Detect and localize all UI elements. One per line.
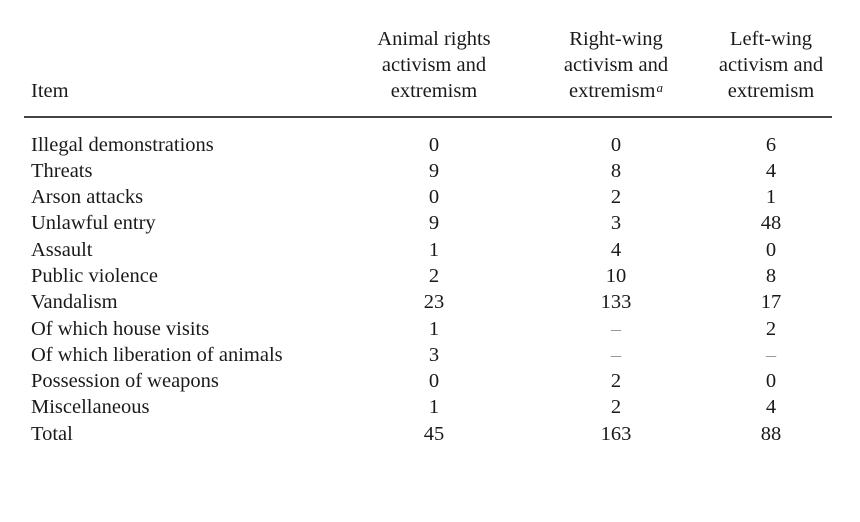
cell-left-wing: 88 bbox=[760, 422, 782, 445]
cell-animal-rights: 1 bbox=[428, 317, 440, 340]
row-item-label: Public violence bbox=[31, 264, 158, 287]
cell-animal-rights: 0 bbox=[428, 186, 440, 209]
cell-left-wing: 0 bbox=[765, 370, 777, 393]
header-line: extremism bbox=[727, 80, 815, 102]
row-item-label: Illegal demonstrations bbox=[31, 133, 214, 156]
cell-animal-rights: 1 bbox=[428, 396, 440, 419]
cell-animal-rights: 0 bbox=[428, 370, 440, 393]
cell-animal-rights: 2 bbox=[428, 264, 440, 287]
cell-right-wing: 3 bbox=[610, 212, 622, 235]
row-item-label: Of which liberation of animals bbox=[31, 343, 283, 366]
cell-animal-rights: 9 bbox=[428, 212, 440, 235]
table-row: Vandalism 23 133 17 bbox=[24, 289, 832, 315]
header-left-wing: Left-wing activism and extremism bbox=[698, 26, 844, 104]
cell-right-wing: 2 bbox=[610, 186, 622, 209]
table-row: Unlawful entry 9 3 48 bbox=[24, 210, 832, 236]
cell-left-wing: 0 bbox=[765, 238, 777, 261]
header-line: Animal rights bbox=[377, 28, 491, 50]
row-item-label: Miscellaneous bbox=[31, 396, 150, 419]
table-row: Possession of weapons 0 2 0 bbox=[24, 368, 832, 394]
header-item: Item bbox=[31, 78, 69, 104]
header-rule bbox=[24, 116, 832, 118]
cell-right-wing: 0 bbox=[610, 133, 622, 156]
cell-right-wing: 10 bbox=[605, 264, 627, 287]
row-item-label: Unlawful entry bbox=[31, 212, 156, 235]
cell-left-wing: – bbox=[765, 343, 777, 366]
cell-left-wing: 8 bbox=[765, 264, 777, 287]
row-item-label: Possession of weapons bbox=[31, 370, 219, 393]
header-right-wing: Right-wing activism and extremisma bbox=[532, 26, 700, 104]
table-row: Of which house visits 1 – 2 bbox=[24, 316, 832, 342]
cell-animal-rights: 3 bbox=[428, 343, 440, 366]
cell-left-wing: 4 bbox=[765, 396, 777, 419]
header-item-label: Item bbox=[31, 80, 69, 102]
table-row: Assault 1 4 0 bbox=[24, 237, 832, 263]
cell-animal-rights: 0 bbox=[428, 133, 440, 156]
cell-right-wing: – bbox=[610, 343, 622, 366]
header-line: activism and bbox=[381, 54, 487, 76]
table-row: Public violence 2 10 8 bbox=[24, 263, 832, 289]
cell-animal-rights: 9 bbox=[428, 159, 440, 182]
cell-left-wing: 6 bbox=[765, 133, 777, 156]
cell-right-wing: 8 bbox=[610, 159, 622, 182]
table-row: Threats 9 8 4 bbox=[24, 158, 832, 184]
row-item-label: Vandalism bbox=[31, 291, 118, 314]
table-row: Miscellaneous 1 2 4 bbox=[24, 394, 832, 420]
row-item-label: Arson attacks bbox=[31, 186, 144, 209]
header-animal-rights: Animal rights activism and extremism bbox=[354, 26, 514, 104]
cell-left-wing: 2 bbox=[765, 317, 777, 340]
table-row: Arson attacks 0 2 1 bbox=[24, 184, 832, 210]
cell-animal-rights: 1 bbox=[428, 238, 440, 261]
cell-left-wing: 1 bbox=[765, 186, 777, 209]
header-line-text: extremism bbox=[568, 80, 656, 102]
header-line: extremism bbox=[390, 80, 478, 102]
table-header: Item Animal rights activism and extremis… bbox=[24, 28, 832, 116]
cell-right-wing: – bbox=[610, 317, 622, 340]
cell-left-wing: 4 bbox=[765, 159, 777, 182]
table-body: Illegal demonstrations 0 0 6 Threats 9 8 4 Arson… bbox=[24, 132, 832, 448]
footnote-marker: a bbox=[656, 80, 664, 95]
row-item-label: Total bbox=[31, 422, 73, 445]
cell-right-wing: 2 bbox=[610, 396, 622, 419]
incidents-table: Item Animal rights activism and extremis… bbox=[24, 28, 832, 448]
row-item-label: Assault bbox=[31, 238, 93, 261]
cell-right-wing: 4 bbox=[610, 238, 622, 261]
header-line: Left-wing bbox=[730, 28, 812, 50]
cell-left-wing: 48 bbox=[760, 212, 782, 235]
cell-animal-rights: 23 bbox=[423, 291, 445, 314]
row-item-label: Threats bbox=[31, 159, 93, 182]
header-line: activism and bbox=[718, 54, 824, 76]
header-line: Right-wing bbox=[569, 28, 663, 50]
row-item-label: Of which house visits bbox=[31, 317, 210, 340]
cell-left-wing: 17 bbox=[760, 291, 782, 314]
header-line: activism and bbox=[563, 54, 669, 76]
cell-animal-rights: 45 bbox=[423, 422, 445, 445]
header-line: extremisma bbox=[532, 78, 700, 104]
table-row: Illegal demonstrations 0 0 6 bbox=[24, 132, 832, 158]
cell-right-wing: 133 bbox=[600, 291, 632, 314]
cell-right-wing: 163 bbox=[600, 422, 632, 445]
cell-right-wing: 2 bbox=[610, 370, 622, 393]
table-row: Total 45 163 88 bbox=[24, 421, 832, 447]
table-row: Of which liberation of animals 3 – – bbox=[24, 342, 832, 368]
